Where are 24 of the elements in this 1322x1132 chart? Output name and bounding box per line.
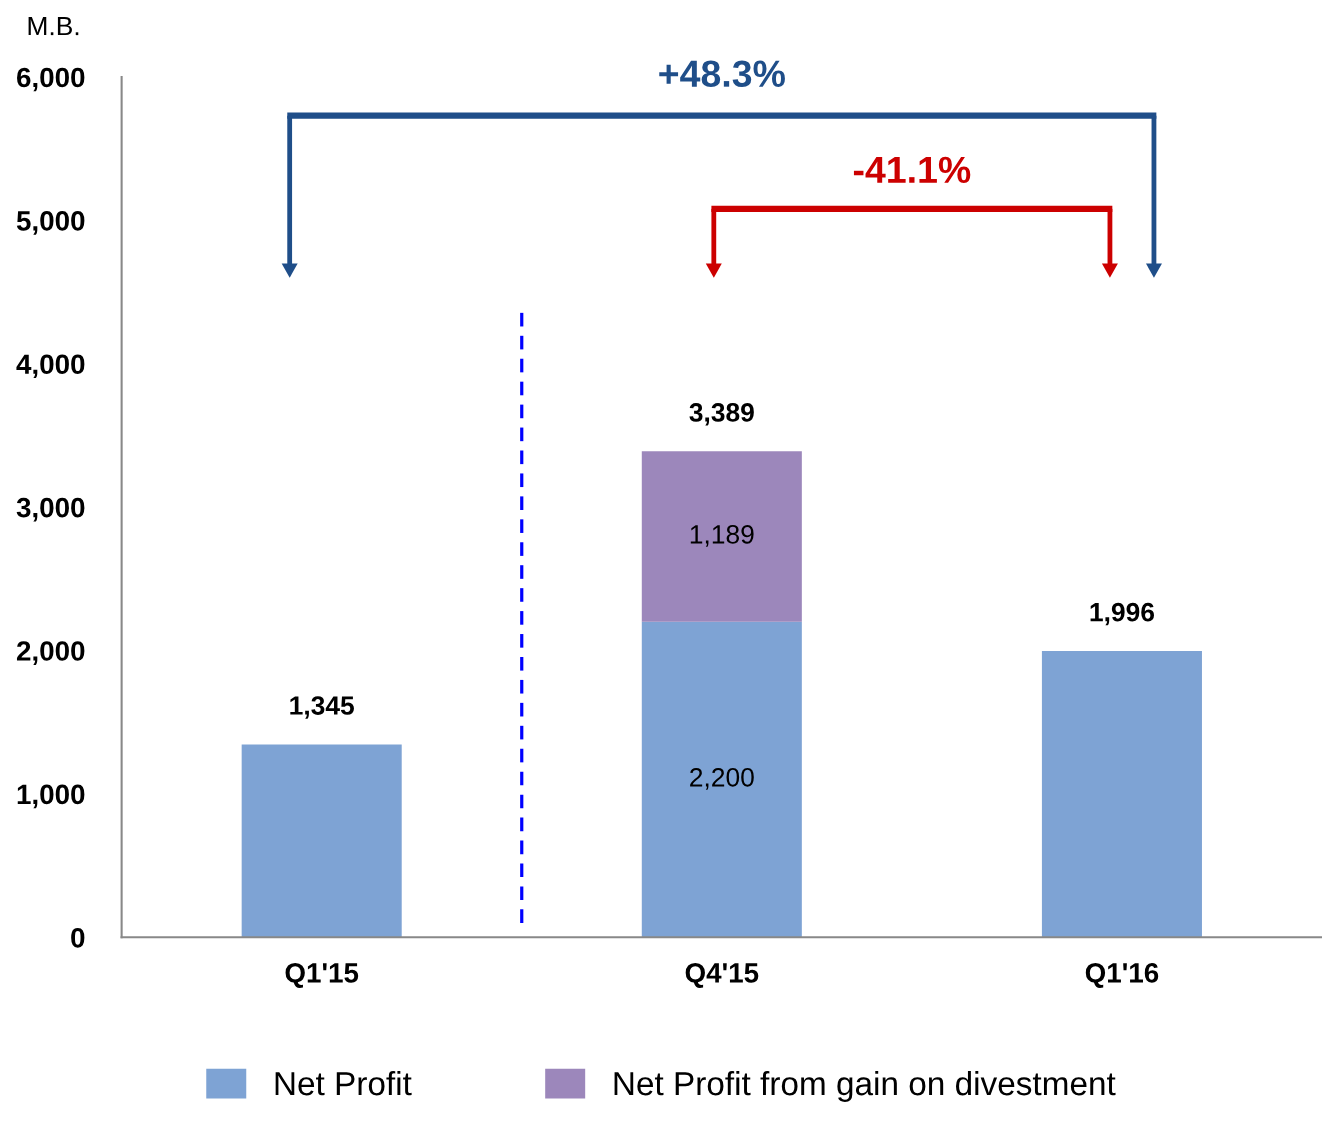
x-tick-label: Q4'15 bbox=[685, 963, 759, 988]
y-tick-label: 1,000 bbox=[17, 784, 85, 809]
total-label: 1,345 bbox=[290, 696, 354, 719]
legend-label: Net Profit bbox=[275, 1070, 412, 1096]
data-label: 1,189 bbox=[690, 525, 754, 547]
y-tick-label: 5,000 bbox=[16, 211, 85, 235]
y-tick-label: 4,000 bbox=[16, 354, 85, 379]
y-tick-label: 2,000 bbox=[16, 641, 85, 665]
y-tick-label: 6,000 bbox=[17, 67, 85, 92]
bar bbox=[241, 744, 402, 938]
data-label: 2,200 bbox=[690, 767, 754, 790]
x-tick-label: Q1'15 bbox=[285, 963, 359, 988]
y-axis-title: M.B. bbox=[28, 16, 79, 36]
x-tick-label: Q1'16 bbox=[1085, 963, 1159, 988]
bar bbox=[641, 451, 802, 622]
bar bbox=[1041, 651, 1202, 938]
y-tick-label: 0 bbox=[71, 927, 85, 948]
annotation: +48.3% bbox=[659, 60, 785, 88]
annotation: -41.1% bbox=[853, 156, 971, 184]
total-label: 3,389 bbox=[689, 403, 754, 426]
bar bbox=[641, 621, 802, 938]
y-tick-label: 3,000 bbox=[16, 497, 85, 522]
total-label: 1,996 bbox=[1090, 602, 1155, 626]
legend-label: Net Profit from gain on divestment bbox=[614, 1070, 1116, 1102]
